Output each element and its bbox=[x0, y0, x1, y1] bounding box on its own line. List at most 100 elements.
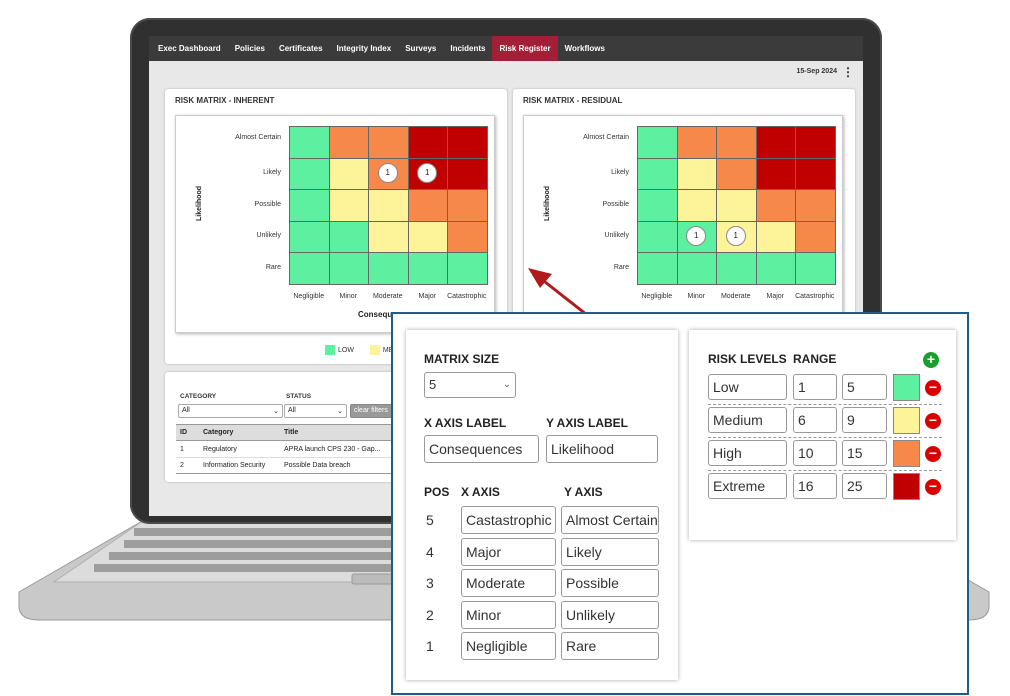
cell-id: 2 bbox=[180, 462, 184, 469]
y-axis-value-input[interactable]: Almost Certain bbox=[561, 506, 659, 534]
row-label: Almost Certain bbox=[583, 133, 629, 141]
risk-count-bubble[interactable]: 1 bbox=[377, 163, 398, 184]
matrix-cell[interactable] bbox=[289, 157, 330, 190]
plus-circle-icon[interactable]: + bbox=[923, 352, 939, 368]
y-axis-value-input[interactable]: Likely bbox=[561, 537, 659, 566]
risk-count-bubble[interactable]: 1 bbox=[686, 226, 707, 247]
range-max-input[interactable]: 5 bbox=[842, 374, 887, 400]
status-filter-value: All bbox=[288, 407, 296, 414]
risk-level-name-input[interactable]: Low bbox=[708, 374, 787, 400]
category-filter-select[interactable]: All ⌄ bbox=[178, 404, 283, 418]
matrix-cell[interactable] bbox=[328, 189, 369, 222]
y-axis-label-input[interactable]: Likelihood bbox=[546, 435, 658, 463]
matrix-cell[interactable] bbox=[447, 157, 488, 190]
matrix-cell[interactable] bbox=[328, 252, 369, 285]
matrix-cell[interactable] bbox=[447, 252, 488, 285]
y-axis-value-input[interactable]: Rare bbox=[561, 632, 659, 660]
risk-level-name-input[interactable]: High bbox=[708, 440, 787, 466]
column-label: Catastrophic bbox=[447, 292, 487, 300]
matrix-cell[interactable] bbox=[716, 252, 757, 285]
minus-circle-icon[interactable]: − bbox=[925, 479, 941, 495]
tab-policies[interactable]: Policies bbox=[234, 44, 265, 53]
table-row[interactable]: 1 Regulatory APRA launch CPS 230 - Gap..… bbox=[176, 442, 496, 458]
tab-surveys[interactable]: Surveys bbox=[405, 44, 437, 53]
matrix-cell[interactable] bbox=[447, 220, 488, 253]
risk-level-name-input[interactable]: Medium bbox=[708, 407, 787, 433]
x-axis-header: X AXIS bbox=[461, 485, 500, 499]
table-row[interactable]: 2 Information Security Possible Data bre… bbox=[176, 458, 496, 474]
minus-circle-icon[interactable]: − bbox=[925, 446, 941, 462]
range-min-input[interactable]: 1 bbox=[793, 374, 837, 400]
row-label: Rare bbox=[613, 263, 629, 271]
x-axis-label-input[interactable]: Consequences bbox=[424, 435, 539, 463]
matrix-cell[interactable] bbox=[755, 220, 796, 253]
tab-incidents[interactable]: Incidents bbox=[450, 44, 486, 53]
matrix-cell[interactable] bbox=[289, 252, 330, 285]
x-axis-value-input[interactable]: Minor bbox=[461, 600, 556, 629]
matrix-size-select[interactable]: 5 ⌄ bbox=[424, 372, 516, 398]
matrix-cell[interactable] bbox=[637, 189, 678, 222]
color-swatch[interactable] bbox=[893, 440, 920, 467]
color-swatch[interactable] bbox=[893, 473, 920, 500]
range-max-input[interactable]: 15 bbox=[842, 440, 887, 466]
matrix-cell[interactable] bbox=[676, 157, 717, 190]
range-title: RANGE bbox=[793, 352, 837, 366]
row-label: Likely bbox=[263, 169, 281, 177]
kebab-icon[interactable]: ⋮ bbox=[842, 65, 854, 79]
column-label: Negligible bbox=[641, 292, 673, 300]
matrix-cell[interactable] bbox=[289, 189, 330, 222]
minus-circle-icon[interactable]: − bbox=[925, 380, 941, 396]
column-label: Catastrophic bbox=[795, 292, 835, 300]
matrix-cell[interactable] bbox=[447, 189, 488, 222]
y-axis-value-input[interactable]: Possible bbox=[561, 569, 659, 597]
range-min-input[interactable]: 16 bbox=[793, 473, 837, 499]
color-swatch[interactable] bbox=[893, 374, 920, 401]
category-filter-label: CATEGORY bbox=[180, 393, 217, 400]
x-axis-value-input[interactable]: Castastrophic bbox=[461, 506, 556, 534]
cell-title: APRA launch CPS 230 - Gap... bbox=[284, 446, 381, 453]
residual-matrix-chart: Likelihood Almost Certain Likely Possible Un… bbox=[523, 115, 843, 333]
pos-header: POS bbox=[424, 485, 450, 499]
category-filter-value: All bbox=[182, 407, 190, 414]
y-axis-value-input[interactable]: Unlikely bbox=[561, 600, 659, 629]
matrix-cell[interactable] bbox=[368, 252, 409, 285]
legend-swatch-low bbox=[325, 345, 335, 355]
tab-workflows[interactable]: Workflows bbox=[564, 44, 605, 53]
range-min-input[interactable]: 10 bbox=[793, 440, 837, 466]
minus-circle-icon[interactable]: − bbox=[925, 413, 941, 429]
range-min-input[interactable]: 6 bbox=[793, 407, 837, 433]
tab-risk-register[interactable]: Risk Register bbox=[492, 36, 558, 61]
matrix-settings-panel: MATRIX SIZE 5 ⌄ X AXIS LABEL Y AXIS LABEL… bbox=[406, 330, 678, 680]
card-title: RISK MATRIX - INHERENT bbox=[175, 96, 275, 105]
range-max-input[interactable]: 25 bbox=[842, 473, 887, 499]
row-label: Rare bbox=[265, 263, 281, 271]
risk-level-name-input[interactable]: Extreme bbox=[708, 473, 787, 499]
matrix-cell[interactable] bbox=[716, 189, 757, 222]
matrix-cell[interactable] bbox=[755, 252, 796, 285]
x-axis-label-title: X AXIS LABEL bbox=[424, 416, 507, 430]
status-filter-select[interactable]: All ⌄ bbox=[284, 404, 347, 418]
tab-certificates[interactable]: Certificates bbox=[278, 44, 323, 53]
matrix-cell[interactable] bbox=[676, 252, 717, 285]
matrix-cell[interactable] bbox=[637, 220, 678, 253]
risk-count-bubble[interactable]: 1 bbox=[725, 226, 746, 247]
tab-exec-dashboard[interactable]: Exec Dashboard bbox=[158, 44, 221, 53]
tab-integrity-index[interactable]: Integrity Index bbox=[336, 44, 392, 53]
column-header-id: ID bbox=[180, 429, 187, 436]
row-label: Possible bbox=[602, 200, 629, 208]
y-axis-label-title: Y AXIS LABEL bbox=[546, 416, 629, 430]
row-label: Unlikely bbox=[256, 232, 281, 240]
row-label: Likely bbox=[611, 169, 629, 177]
color-swatch[interactable] bbox=[893, 407, 920, 434]
nav-bar: Exec Dashboard Policies Certificates Integr… bbox=[149, 36, 863, 61]
risk-count-bubble[interactable]: 1 bbox=[417, 163, 438, 184]
column-label: Negligible bbox=[293, 292, 325, 300]
matrix-cell[interactable] bbox=[637, 157, 678, 190]
matrix-cell[interactable] bbox=[795, 220, 836, 253]
x-axis-value-input[interactable]: Negligible bbox=[461, 632, 556, 660]
range-max-input[interactable]: 9 bbox=[842, 407, 887, 433]
x-axis-value-input[interactable]: Major bbox=[461, 537, 556, 566]
row-label: Possible bbox=[254, 200, 281, 208]
matrix-cell[interactable] bbox=[795, 252, 836, 285]
x-axis-value-input[interactable]: Moderate bbox=[461, 569, 556, 597]
